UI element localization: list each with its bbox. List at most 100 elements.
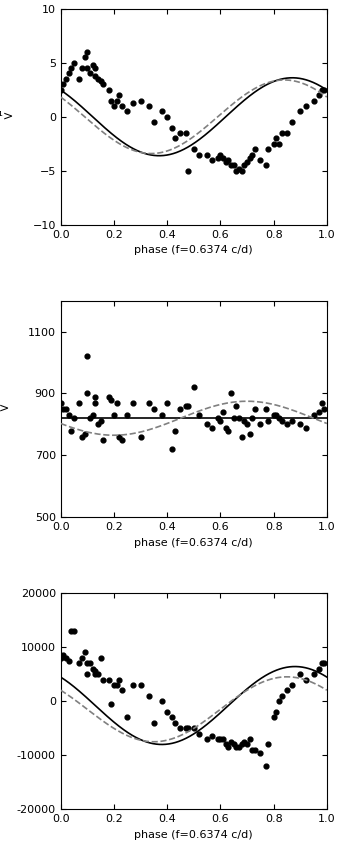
Point xyxy=(284,417,290,431)
Point xyxy=(130,678,135,692)
Point xyxy=(138,678,143,692)
Point xyxy=(218,415,223,429)
Point xyxy=(276,694,282,708)
Point xyxy=(98,651,103,665)
Point xyxy=(321,83,327,96)
Point xyxy=(138,94,143,107)
Point xyxy=(252,402,258,416)
Point xyxy=(95,667,101,681)
Point xyxy=(93,389,98,403)
Point xyxy=(71,624,76,637)
Point xyxy=(234,399,239,412)
Point xyxy=(274,705,279,719)
Point xyxy=(71,412,76,425)
Point xyxy=(298,667,303,681)
Point xyxy=(274,408,279,422)
Point xyxy=(66,408,71,422)
Point xyxy=(239,164,244,178)
Point xyxy=(69,624,74,637)
Point xyxy=(186,722,191,735)
Point xyxy=(164,396,170,410)
Point xyxy=(196,147,202,161)
Point xyxy=(316,89,321,102)
Y-axis label: <v²>: <v²> xyxy=(0,402,10,416)
Point xyxy=(85,667,90,681)
Point xyxy=(205,732,210,746)
Point xyxy=(117,673,122,687)
Point xyxy=(85,61,90,75)
Point xyxy=(98,74,103,88)
Point xyxy=(303,99,308,112)
Point xyxy=(138,430,143,444)
Point xyxy=(236,740,242,754)
Point xyxy=(93,61,98,75)
Point xyxy=(311,408,316,422)
Point xyxy=(87,412,93,425)
Point xyxy=(271,711,276,724)
Point xyxy=(257,153,263,167)
Point xyxy=(63,72,69,86)
X-axis label: phase (f=0.6374 c/d): phase (f=0.6374 c/d) xyxy=(134,538,253,548)
Point xyxy=(170,711,175,724)
Point xyxy=(183,126,188,140)
Point xyxy=(111,99,117,112)
Point xyxy=(186,164,191,178)
Point xyxy=(114,678,119,692)
Point xyxy=(71,56,76,70)
Point xyxy=(191,381,196,394)
Point xyxy=(173,716,178,729)
Point xyxy=(119,683,125,697)
Point xyxy=(284,126,290,140)
Point xyxy=(69,61,74,75)
Point xyxy=(66,653,71,667)
Point xyxy=(61,402,66,416)
Point xyxy=(109,94,114,107)
Point xyxy=(114,94,119,107)
Point xyxy=(250,412,255,425)
Point xyxy=(239,430,244,444)
Point xyxy=(106,673,111,687)
Point xyxy=(263,759,268,773)
Point xyxy=(319,396,324,410)
Point xyxy=(298,105,303,118)
Point xyxy=(130,396,135,410)
Point xyxy=(284,683,290,697)
Point xyxy=(205,147,210,161)
Point xyxy=(252,743,258,757)
Point xyxy=(146,99,151,112)
Point xyxy=(106,389,111,403)
Point xyxy=(183,399,188,412)
Point xyxy=(159,408,164,422)
Point xyxy=(218,732,223,746)
Point xyxy=(303,673,308,687)
Point xyxy=(236,162,242,176)
Point xyxy=(151,716,156,729)
Point xyxy=(303,421,308,435)
Point xyxy=(196,727,202,740)
Point xyxy=(106,83,111,96)
Point xyxy=(215,151,220,164)
Point xyxy=(239,738,244,751)
Point xyxy=(61,648,66,662)
Point xyxy=(276,137,282,151)
Point xyxy=(244,417,250,431)
Point xyxy=(266,142,271,156)
Point xyxy=(223,421,228,435)
Y-axis label: <v¹>: <v¹> xyxy=(0,110,14,124)
Point xyxy=(159,105,164,118)
Point xyxy=(125,711,130,724)
Point xyxy=(173,131,178,145)
Point xyxy=(146,396,151,410)
Point xyxy=(220,151,226,164)
Point xyxy=(125,408,130,422)
Point xyxy=(210,421,215,435)
Point xyxy=(191,142,196,156)
Point xyxy=(220,406,226,419)
Point xyxy=(85,45,90,59)
Point xyxy=(231,412,237,425)
Point xyxy=(178,402,183,416)
Point xyxy=(234,164,239,178)
Point xyxy=(319,83,324,96)
Point xyxy=(205,417,210,431)
Point xyxy=(90,408,95,422)
